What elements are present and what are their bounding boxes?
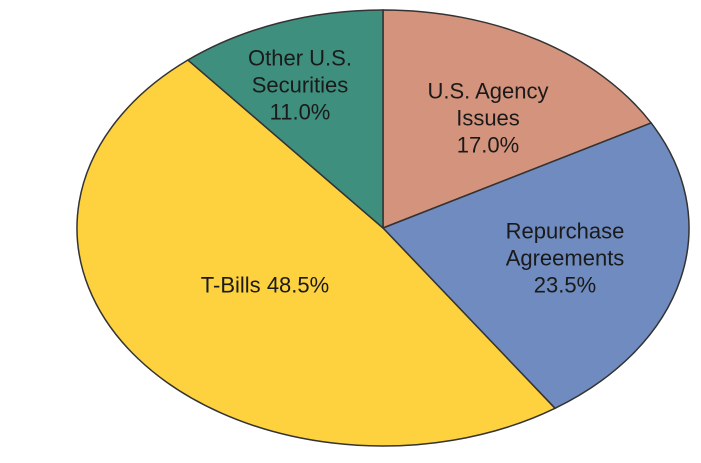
- category-label: Other U.S. Securities: [248, 45, 352, 98]
- pie-slice: [382, 9, 653, 230]
- value-label: 17.0%: [456, 132, 520, 158]
- slice-label: U.S. Agency Issues 17.0%: [403, 78, 573, 159]
- slice-label: Repurchase Agreements 23.5%: [470, 218, 660, 299]
- value-label: 23.5%: [533, 272, 597, 298]
- category-label: Repurchase Agreements: [505, 218, 625, 271]
- category-label: T-Bills: [200, 272, 261, 298]
- value-label: 48.5%: [266, 272, 330, 298]
- pie-slice: [76, 59, 557, 447]
- pie-slice: [381, 122, 690, 410]
- value-label: 11.0%: [269, 99, 331, 125]
- slice-label: T-Bills 48.5%: [135, 272, 395, 299]
- slice-label: Other U.S. Securities 11.0%: [225, 45, 375, 126]
- pie-slice: [186, 9, 384, 230]
- category-label: U.S. Agency Issues: [427, 78, 549, 131]
